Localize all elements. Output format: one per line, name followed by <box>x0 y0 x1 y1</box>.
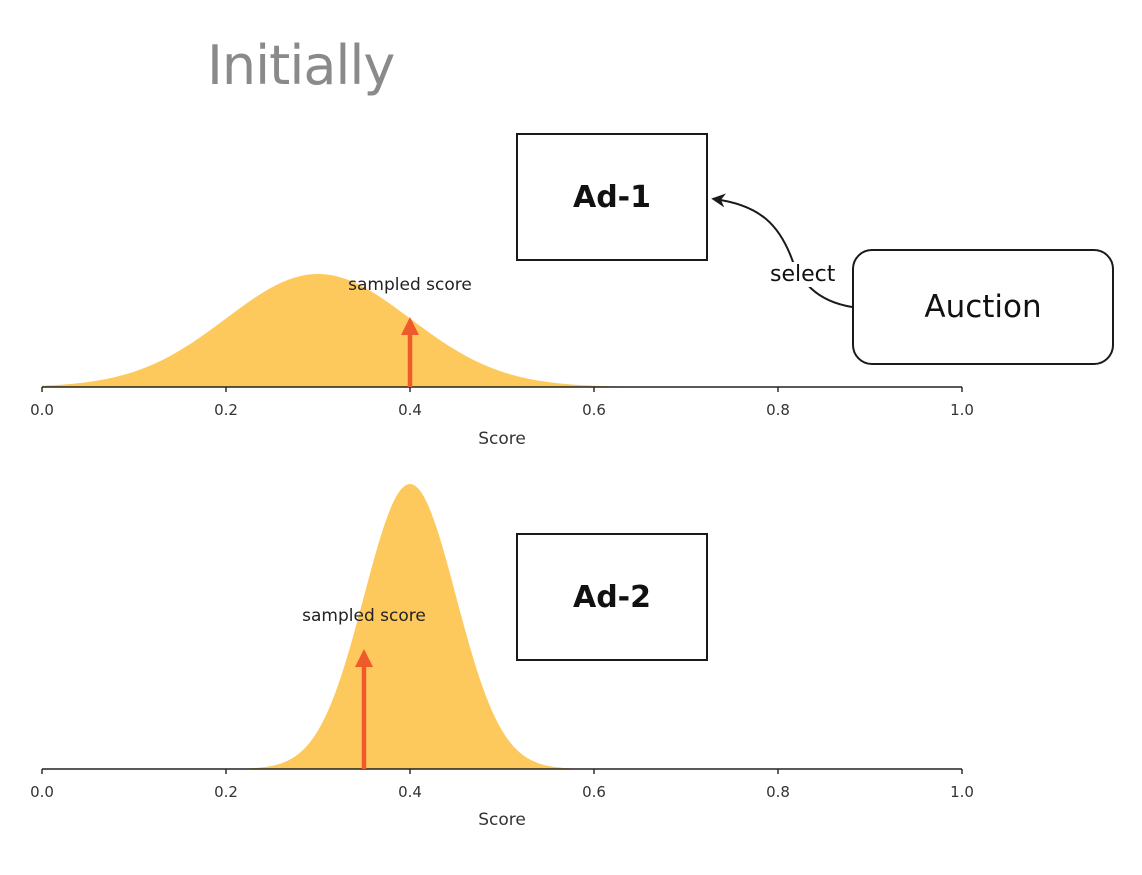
select-label: select <box>768 262 838 287</box>
ad-1-box: Ad-1 <box>516 133 708 261</box>
auction-box: Auction <box>852 249 1114 365</box>
tick-label-1-3: 0.6 <box>582 401 606 419</box>
page-title: Initially <box>207 34 395 97</box>
ad-2-box: Ad-2 <box>516 533 708 661</box>
x-axis-label-1: Score <box>478 429 526 449</box>
tick-label-2-2: 0.4 <box>398 783 422 801</box>
x-axis-label-2: Score <box>478 810 526 830</box>
tick-label-2-4: 0.8 <box>766 783 790 801</box>
distribution-area-2 <box>42 484 962 769</box>
sampled-score-label-2: sampled score <box>302 606 426 626</box>
distribution-area-1 <box>42 274 962 387</box>
tick-label-1-4: 0.8 <box>766 401 790 419</box>
tick-label-2-1: 0.2 <box>214 783 238 801</box>
tick-label-2-3: 0.6 <box>582 783 606 801</box>
tick-label-1-0: 0.0 <box>30 401 54 419</box>
select-arrow <box>711 193 853 308</box>
tick-label-1-1: 0.2 <box>214 401 238 419</box>
tick-label-2-0: 0.0 <box>30 783 54 801</box>
tick-label-1-2: 0.4 <box>398 401 422 419</box>
sampled-score-label-1: sampled score <box>348 275 472 295</box>
tick-label-2-5: 1.0 <box>950 783 974 801</box>
tick-label-1-5: 1.0 <box>950 401 974 419</box>
